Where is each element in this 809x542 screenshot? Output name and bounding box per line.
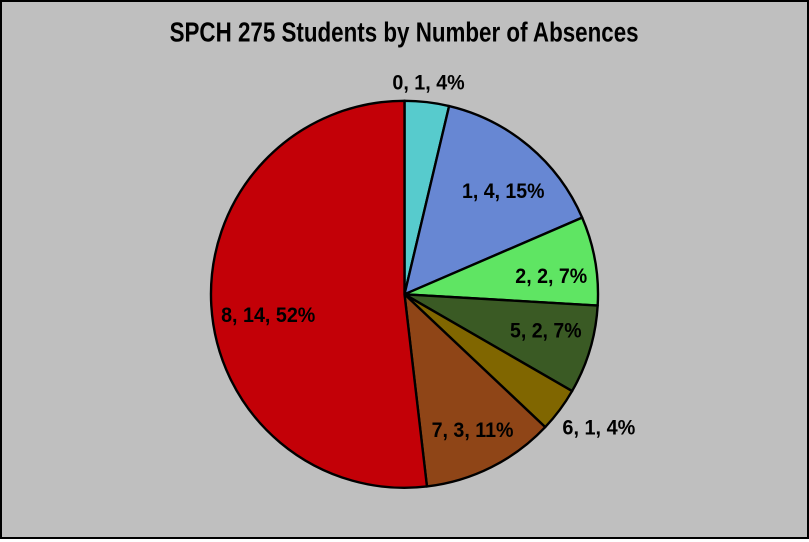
- svg-text:1, 4, 15%: 1, 4, 15%: [462, 179, 545, 203]
- svg-text:2, 2, 7%: 2, 2, 7%: [515, 264, 587, 288]
- svg-text:0, 1, 4%: 0, 1, 4%: [392, 71, 464, 95]
- svg-text:7, 3, 11%: 7, 3, 11%: [432, 418, 514, 442]
- svg-text:8, 14, 52%: 8, 14, 52%: [221, 303, 315, 327]
- svg-text:6, 1, 4%: 6, 1, 4%: [562, 416, 635, 440]
- svg-text:5, 2, 7%: 5, 2, 7%: [510, 318, 582, 342]
- svg-text:SPCH 275 Students by Number of: SPCH 275 Students by Number of Absences: [170, 17, 639, 48]
